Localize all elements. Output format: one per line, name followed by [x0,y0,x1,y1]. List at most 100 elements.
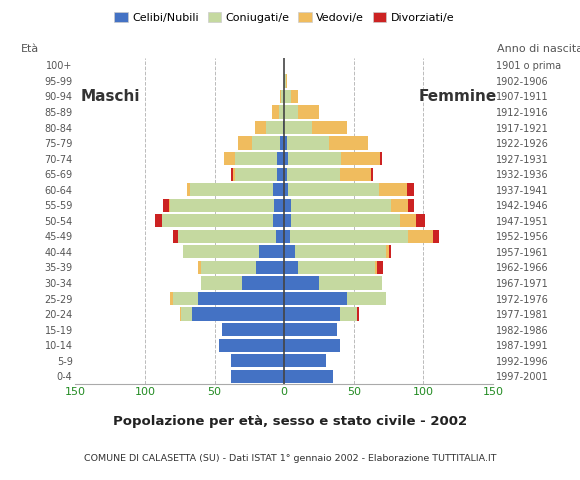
Bar [266,121,283,134]
Bar [408,230,433,243]
Bar [433,230,438,243]
Bar [271,106,278,119]
Bar [291,199,392,212]
Bar [277,168,284,181]
Bar [278,106,284,119]
Bar [193,308,284,321]
Bar [386,245,389,259]
Bar [285,74,287,87]
Bar [284,90,291,103]
Bar [198,292,284,305]
Bar [400,214,416,228]
Bar [238,136,252,150]
Bar [284,168,287,181]
Bar [283,121,284,134]
Bar [173,292,198,305]
Bar [298,106,319,119]
Bar [284,261,298,274]
Bar [242,276,284,289]
Bar [371,168,374,181]
Bar [255,121,266,134]
Text: Popolazione per età, sesso e stato civile - 2002: Popolazione per età, sesso e stato civil… [113,415,467,428]
Bar [183,245,259,259]
Bar [201,261,256,274]
Bar [284,136,287,150]
Bar [163,199,169,212]
Bar [287,168,340,181]
Bar [284,323,337,336]
Bar [173,230,179,243]
Bar [284,183,288,196]
Bar [180,308,181,321]
Bar [284,152,288,165]
Bar [378,261,383,274]
Bar [340,308,357,321]
Text: Età: Età [21,44,39,54]
Bar [284,370,333,383]
Bar [284,199,291,212]
Bar [231,354,284,367]
Bar [290,230,408,243]
Bar [340,168,371,181]
Bar [222,323,284,336]
Bar [288,152,341,165]
Bar [284,354,326,367]
Bar [170,199,274,212]
Bar [190,183,273,196]
Bar [389,245,392,259]
Bar [155,214,162,228]
Bar [287,136,329,150]
Bar [291,90,298,103]
Bar [274,199,284,212]
Bar [170,292,173,305]
Bar [162,214,273,228]
Text: Femmine: Femmine [419,89,497,104]
Bar [256,261,284,274]
Bar [408,199,414,212]
Bar [375,261,378,274]
Bar [284,245,295,259]
Bar [288,183,379,196]
Bar [219,338,284,352]
Bar [379,183,407,196]
Bar [284,214,291,228]
Bar [277,152,284,165]
Bar [284,276,319,289]
Bar [201,276,242,289]
Bar [295,245,386,259]
Text: Maschi: Maschi [81,89,140,104]
Bar [291,214,400,228]
Bar [284,121,312,134]
Bar [252,136,280,150]
Bar [380,152,382,165]
Bar [233,168,235,181]
Bar [416,214,425,228]
Bar [169,199,170,212]
Bar [235,152,277,165]
Legend: Celibi/Nubili, Coniugati/e, Vedovi/e, Divorziati/e: Celibi/Nubili, Coniugati/e, Vedovi/e, Di… [110,8,459,27]
Bar [284,308,340,321]
Bar [280,90,281,103]
Bar [407,183,414,196]
Bar [392,199,408,212]
Bar [284,230,290,243]
Bar [259,245,284,259]
Bar [284,292,347,305]
Bar [319,276,382,289]
Bar [347,292,386,305]
Text: Anno di nascita: Anno di nascita [497,44,580,54]
Bar [312,121,347,134]
Bar [224,152,235,165]
Bar [231,168,233,181]
Bar [273,214,284,228]
Bar [284,74,285,87]
Bar [281,90,284,103]
Bar [198,261,201,274]
Bar [179,230,276,243]
Bar [341,152,380,165]
Bar [284,338,340,352]
Bar [187,183,190,196]
Bar [280,136,284,150]
Bar [357,308,360,321]
Bar [231,370,284,383]
